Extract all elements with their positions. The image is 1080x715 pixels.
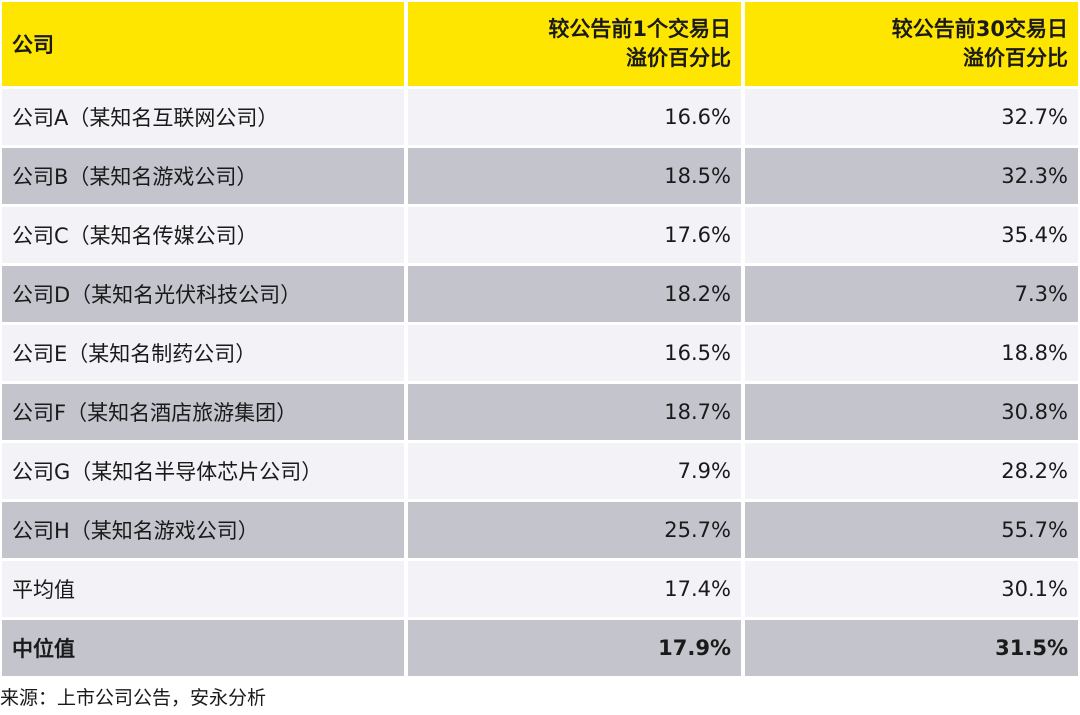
company-cell: 公司A（某知名互联网公司） [2, 89, 404, 145]
table-row: 公司H（某知名游戏公司） 25.7% 55.7% [2, 502, 1078, 558]
table-row: 公司A（某知名互联网公司） 16.6% 32.7% [2, 89, 1078, 145]
premium-1d-cell: 16.6% [408, 89, 741, 145]
header-premium-1d: 较公告前1个交易日 溢价百分比 [408, 2, 741, 86]
header-premium-1d-line1: 较公告前1个交易日 [548, 17, 731, 41]
premium-30d-cell: 32.3% [745, 148, 1078, 204]
company-cell: 公司C（某知名传媒公司） [2, 207, 404, 263]
premium-30d-cell: 35.4% [745, 207, 1078, 263]
header-company: 公司 [2, 2, 404, 86]
premium-1d-cell: 16.5% [408, 325, 741, 381]
premium-1d-cell: 25.7% [408, 502, 741, 558]
company-cell: 公司D（某知名光伏科技公司） [2, 266, 404, 322]
header-premium-1d-line2: 溢价百分比 [626, 46, 731, 70]
company-cell: 公司F（某知名酒店旅游集团） [2, 384, 404, 440]
header-premium-30d-line1: 较公告前30交易日 [891, 17, 1068, 41]
premium-1d-cell: 17.6% [408, 207, 741, 263]
header-premium-30d: 较公告前30交易日 溢价百分比 [745, 2, 1078, 86]
premium-30d-cell: 7.3% [745, 266, 1078, 322]
median-label: 中位值 [2, 620, 404, 676]
premium-30d-cell: 32.7% [745, 89, 1078, 145]
header-premium-30d-line2: 溢价百分比 [963, 46, 1068, 70]
premium-30d-cell: 28.2% [745, 443, 1078, 499]
median-premium-1d: 17.9% [408, 620, 741, 676]
median-premium-30d: 31.5% [745, 620, 1078, 676]
average-label: 平均值 [2, 561, 404, 617]
premium-1d-cell: 18.5% [408, 148, 741, 204]
premium-1d-cell: 18.2% [408, 266, 741, 322]
premium-1d-cell: 18.7% [408, 384, 741, 440]
premium-30d-cell: 30.8% [745, 384, 1078, 440]
table-row: 公司D（某知名光伏科技公司） 18.2% 7.3% [2, 266, 1078, 322]
premium-1d-cell: 7.9% [408, 443, 741, 499]
table-header: 公司 较公告前1个交易日 溢价百分比 较公告前30交易日 溢价百分比 [2, 2, 1078, 86]
source-note: 来源：上市公司公告，安永分析 [0, 687, 267, 709]
company-cell: 公司H（某知名游戏公司） [2, 502, 404, 558]
table-row: 公司F（某知名酒店旅游集团） 18.7% 30.8% [2, 384, 1078, 440]
table-row: 公司E（某知名制药公司） 16.5% 18.8% [2, 325, 1078, 381]
table-row: 公司C（某知名传媒公司） 17.6% 35.4% [2, 207, 1078, 263]
premium-30d-cell: 55.7% [745, 502, 1078, 558]
average-premium-30d: 30.1% [745, 561, 1078, 617]
average-premium-1d: 17.4% [408, 561, 741, 617]
company-cell: 公司E（某知名制药公司） [2, 325, 404, 381]
premium-30d-cell: 18.8% [745, 325, 1078, 381]
company-cell: 公司B（某知名游戏公司） [2, 148, 404, 204]
average-row: 平均值 17.4% 30.1% [2, 561, 1078, 617]
table-row: 公司B（某知名游戏公司） 18.5% 32.3% [2, 148, 1078, 204]
table-row: 公司G（某知名半导体芯片公司） 7.9% 28.2% [2, 443, 1078, 499]
median-row: 中位值 17.9% 31.5% [2, 620, 1078, 676]
premium-table: 公司 较公告前1个交易日 溢价百分比 较公告前30交易日 溢价百分比 公司A（某… [2, 2, 1078, 679]
company-cell: 公司G（某知名半导体芯片公司） [2, 443, 404, 499]
